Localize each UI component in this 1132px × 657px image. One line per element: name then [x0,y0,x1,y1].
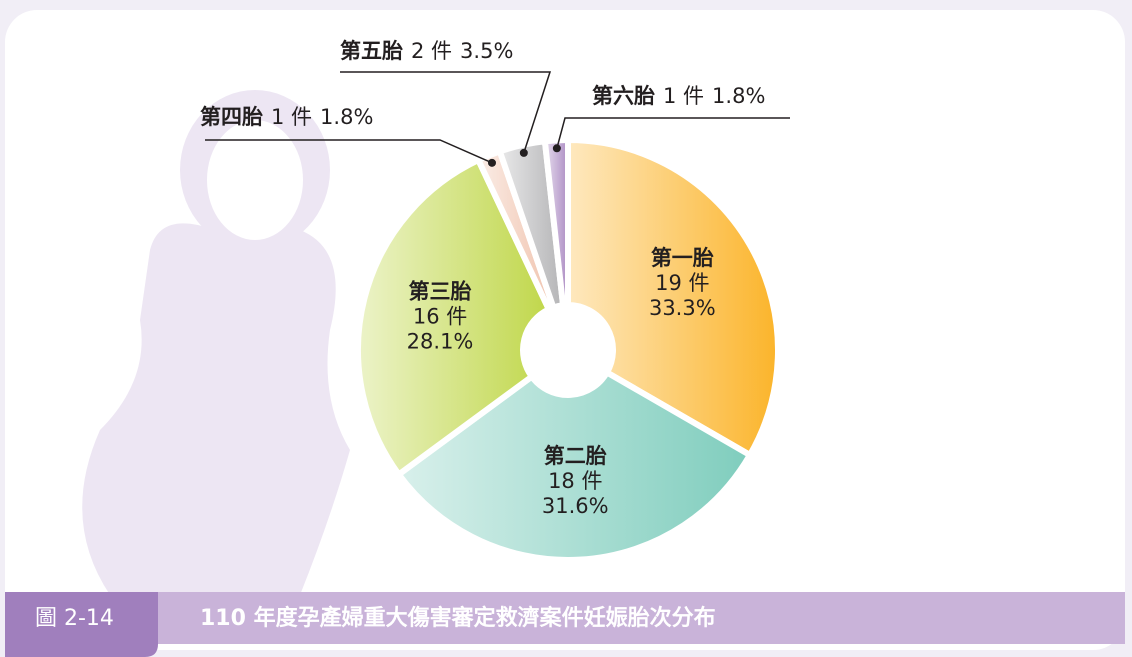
callout-dot [553,144,561,152]
value-label: 19 件 [655,271,709,295]
category-label: 第四胎 [200,105,263,129]
silhouette-cut [207,120,303,240]
value-label: 2 件 [411,39,452,63]
category-label: 第二胎 [544,444,607,468]
value-label: 1 件 [271,105,312,129]
share-label: 33.3% [649,296,716,320]
share-label: 1.8% [712,84,765,108]
share-label: 1.8% [320,105,373,129]
chart-title: 110 年度孕產婦重大傷害審定救濟案件妊娠胎次分布 [200,605,716,631]
value-label: 1 件 [663,84,704,108]
category-label: 第三胎 [409,280,472,304]
value-label: 16 件 [413,305,467,329]
outside-label: 第四胎 1 件 1.8% [200,105,373,129]
category-label: 第六胎 [592,84,655,108]
figure-label: 圖 2-14 [35,606,114,631]
category-label: 第一胎 [651,246,714,270]
category-label: 第五胎 [340,39,403,63]
outside-label: 第五胎 2 件 3.5% [340,39,513,63]
chart: 圖 2-14 110 年度孕產婦重大傷害審定救濟案件妊娠胎次分布 第一胎19 件… [0,0,1132,657]
callout-dot [520,149,528,157]
outside-label: 第六胎 1 件 1.8% [592,84,765,108]
share-label: 3.5% [460,39,513,63]
value-label: 18 件 [548,469,602,493]
share-label: 31.6% [542,494,609,518]
callout-dot [488,159,496,167]
share-label: 28.1% [407,330,474,354]
